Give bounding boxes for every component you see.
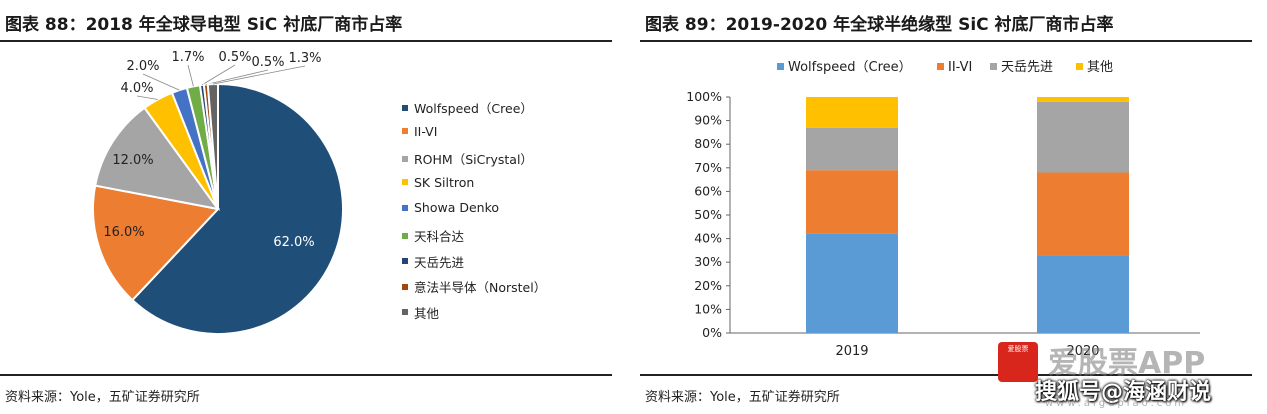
legend-swatch <box>402 232 408 239</box>
legend-item: Wolfspeed（Cree） <box>402 98 533 117</box>
bar-segment-2019-天岳先进 <box>806 127 898 171</box>
legend-label: Wolfspeed（Cree） <box>788 60 912 75</box>
bar-segment-2019-ii-vi <box>806 170 898 234</box>
pie-slice-rohm-sicrystal <box>94 106 221 211</box>
pie-data-label: 0.5% <box>251 55 284 70</box>
legend-label: ROHM（SiCrystal） <box>414 152 533 168</box>
legend-label: 天岳先进 <box>414 254 465 270</box>
bar-segment-2020-ii-vi <box>1037 172 1129 256</box>
pie-chart-title: 图表 88：2018 年全球导电型 SiC 衬底厂商市占率 <box>5 15 403 35</box>
legend-item: 其他 <box>402 303 439 322</box>
watermark-handle: 搜狐号@海涵财说 <box>1035 380 1212 405</box>
y-tick-label: 90% <box>694 113 722 128</box>
bar-segment-2020-wolfspeed-cree <box>1037 255 1129 333</box>
legend-swatch <box>777 63 784 70</box>
pie-chart: 62.0% 16.0% 12.0% 4.0% 2.0% 1.7% 0.5% 0.5% 1.3% <box>92 50 344 335</box>
app-logo-text: 爱股票 <box>1007 345 1029 353</box>
x-tick-label: 2020 <box>1066 344 1099 359</box>
pie-data-label: 1.3% <box>288 51 321 66</box>
source-divider <box>640 374 1252 376</box>
y-tick-label: 50% <box>694 207 722 222</box>
legend-item: 天岳先进 <box>402 252 464 271</box>
legend-swatch <box>402 179 408 186</box>
legend-item: ROHM（SiCrystal） <box>402 149 533 168</box>
stacked-bar-chart: 0% 10% 20% 30% 40% 50% 60% 70% 80% 90% 100% 2019 202… <box>686 60 1200 359</box>
pie-slice-ii-vi <box>92 184 220 302</box>
pie-slice-wolfspeed-cree <box>131 82 344 335</box>
pie-data-label: 12.0% <box>112 153 153 168</box>
y-tick-label: 70% <box>694 160 722 175</box>
pie-data-label: 4.0% <box>120 81 153 96</box>
pie-leader-line <box>136 95 158 100</box>
pie-leader-line <box>212 65 306 85</box>
legend-label: 天科合达 <box>414 229 465 244</box>
watermark: 爱股票 爱股票APP 搜狐号@海涵财说 www.aigupiao.com <box>990 338 1260 409</box>
legend-swatch <box>402 283 408 290</box>
legend-swatch <box>402 104 408 111</box>
legend-swatch <box>402 128 408 135</box>
y-tick-label: 100% <box>686 89 722 104</box>
pie-data-label: 2.0% <box>126 59 159 74</box>
y-tick-label: 80% <box>694 136 722 151</box>
legend-item: II-VI <box>402 124 437 139</box>
pie-data-label: 62.0% <box>273 235 314 250</box>
legend-swatch <box>1076 63 1083 70</box>
x-tick-label: 2019 <box>835 344 868 359</box>
bar-segment-2020-其他 <box>1037 97 1129 102</box>
legend-swatch <box>402 258 408 265</box>
bar-source-note: 资料来源：Yole，五矿证券研究所 <box>645 390 840 405</box>
pie-leader-line <box>187 64 194 87</box>
pie-source-note: 资料来源：Yole，五矿证券研究所 <box>5 390 200 405</box>
legend-item: SK Siltron <box>402 175 474 190</box>
legend-item: 天科合达 <box>402 226 464 245</box>
pie-slice-其他 <box>206 82 219 210</box>
pie-leader-line <box>205 69 269 85</box>
y-tick-label: 20% <box>694 278 722 293</box>
watermark-url: www.aigupiao.com <box>1045 398 1188 409</box>
y-tick-label: 60% <box>694 183 722 198</box>
legend-label: 意法半导体（Norstel） <box>414 280 547 296</box>
legend-label: Showa Denko <box>414 200 500 216</box>
legend-item: 意法半导体（Norstel） <box>402 277 546 296</box>
pie-data-label: 16.0% <box>103 225 144 240</box>
y-tick-label: 10% <box>694 301 722 316</box>
bar-segment-2019-wolfspeed-cree <box>806 233 898 333</box>
bar-chart-title: 图表 89：2019-2020 年全球半绝缘型 SiC 衬底厂商市占率 <box>645 15 1114 35</box>
watermark-app-name: 爱股票APP <box>1048 346 1206 381</box>
legend-label: SK Siltron <box>414 174 475 190</box>
pie-data-label: 1.7% <box>171 50 204 65</box>
app-logo <box>998 342 1038 382</box>
pie-leader-line <box>201 64 236 86</box>
bar-segment-2019-其他 <box>806 97 898 128</box>
legend-item: Showa Denko <box>402 200 499 215</box>
legend-swatch <box>402 309 408 316</box>
y-tick-label: 40% <box>694 231 722 246</box>
legend-label: II-VI <box>414 123 438 139</box>
bar-segment-2020-天岳先进 <box>1037 101 1129 173</box>
legend-label: 天岳先进 <box>1001 60 1053 75</box>
legend-swatch <box>990 63 997 70</box>
source-divider <box>0 374 612 376</box>
pie-data-label: 0.5% <box>218 50 251 65</box>
legend-swatch <box>937 63 944 70</box>
legend-swatch <box>402 204 408 211</box>
legend-label: 其他 <box>1087 60 1113 75</box>
pie-leader-line <box>142 73 180 91</box>
legend-label: II-VI <box>948 60 972 75</box>
pie-chart-panel: 图表 88：2018 年全球导电型 SiC 衬底厂商市占率 62.0% 16.0%… <box>0 0 615 414</box>
title-divider <box>0 40 612 42</box>
legend-swatch <box>402 155 408 162</box>
legend-label: Wolfspeed（Cree） <box>414 101 533 116</box>
y-tick-label: 0% <box>702 325 722 340</box>
title-divider <box>640 40 1252 42</box>
legend-label: 其他 <box>414 305 440 321</box>
stacked-bar-panel: 图表 89：2019-2020 年全球半绝缘型 SiC 衬底厂商市占率 0% 10… <box>640 0 1265 414</box>
y-tick-label: 30% <box>694 254 722 269</box>
